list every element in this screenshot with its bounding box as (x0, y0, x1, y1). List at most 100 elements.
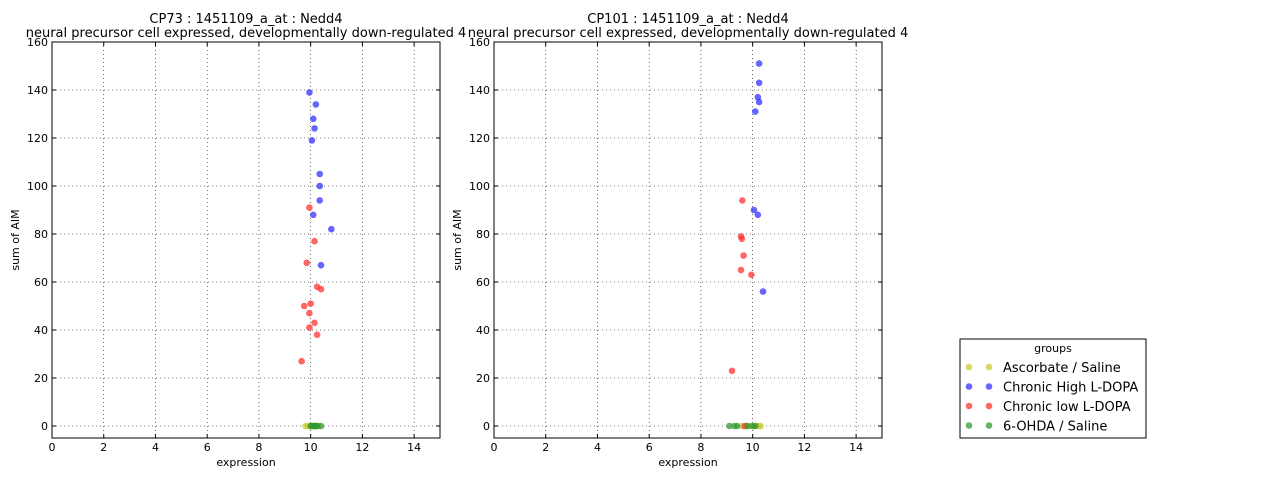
x-tick-label: 12 (355, 441, 369, 454)
y-tick-label: 60 (476, 276, 490, 289)
data-point (755, 60, 763, 67)
legend-marker (985, 383, 993, 390)
data-point (313, 331, 321, 339)
data-point (733, 422, 741, 430)
data-point (312, 101, 320, 108)
y-tick-label: 20 (34, 372, 48, 385)
y-tick-label: 80 (476, 228, 490, 241)
legend-label: Chronic low L-DOPA (1003, 400, 1131, 415)
data-point (303, 259, 311, 267)
chart-title-line2: neural precursor cell expressed, develop… (468, 26, 909, 41)
y-tick-label: 140 (27, 84, 48, 97)
grid-lines (493, 41, 882, 438)
data-point (728, 367, 736, 375)
grid-lines (51, 41, 440, 438)
data-point (317, 261, 325, 269)
x-tick-label: 12 (797, 441, 811, 454)
data-point (298, 357, 305, 365)
x-axis-label: expression (216, 456, 275, 469)
legend: groups Ascorbate / Saline Chronic High L-… (959, 338, 1147, 439)
x-tick-label: 4 (152, 441, 159, 454)
x-tick-label: 10 (746, 441, 760, 454)
y-axis-label: sum of AIM (9, 209, 22, 270)
data-point (306, 309, 313, 317)
chart-title-line1: CP101 : 1451109_a_at : Nedd4 (587, 12, 788, 27)
data-point (309, 211, 317, 219)
data-point (316, 170, 324, 178)
legend-marker (965, 402, 973, 410)
data-point (316, 197, 324, 204)
y-tick-label: 40 (34, 324, 48, 337)
plot-frame (51, 41, 441, 439)
y-tick-label: 100 (27, 180, 48, 193)
y-axis-label: sum of AIM (451, 209, 464, 270)
data-point (744, 422, 751, 430)
legend-label: Chronic High L-DOPA (1003, 381, 1138, 396)
x-tick-label: 0 (491, 441, 498, 454)
data-point (306, 204, 313, 211)
x-tick-label: 0 (49, 441, 56, 454)
data-point (740, 252, 747, 259)
x-tick-label: 14 (407, 441, 421, 454)
data-points (726, 60, 767, 430)
data-point (755, 98, 763, 106)
x-tick-label: 10 (304, 441, 318, 454)
data-point (726, 422, 733, 430)
x-tick-label: 6 (204, 441, 211, 454)
data-point (750, 206, 758, 214)
x-tick-label: 2 (100, 441, 107, 454)
data-point (757, 422, 764, 430)
legend-marker (985, 402, 993, 410)
data-point (311, 237, 318, 245)
data-point (306, 89, 313, 96)
data-point (751, 422, 759, 430)
y-tick-label: 140 (469, 84, 490, 97)
data-point (311, 125, 318, 132)
data-point (307, 300, 314, 307)
data-point (739, 197, 746, 204)
x-tick-label: 6 (646, 441, 653, 454)
chart-panel-cp73: CP73 : 1451109_a_at : Nedd4 neural precu… (9, 12, 466, 469)
x-tick-label: 8 (255, 441, 262, 454)
chart-title-line2: neural precursor cell expressed, develop… (26, 26, 467, 41)
y-tick-label: 120 (27, 132, 48, 145)
x-tick-label: 2 (542, 441, 549, 454)
legend-label: 6-OHDA / Saline (1003, 420, 1107, 435)
x-axis-label: expression (658, 456, 717, 469)
legend-marker (985, 363, 993, 371)
x-tick-label: 4 (594, 441, 601, 454)
legend-marker (985, 422, 993, 429)
chart-title-line1: CP73 : 1451109_a_at : Nedd4 (149, 12, 342, 27)
data-point (311, 319, 318, 327)
data-point (748, 271, 755, 279)
data-point (751, 108, 759, 115)
plot-frame (493, 41, 883, 439)
x-tick-label: 14 (849, 441, 863, 454)
data-point (308, 137, 316, 144)
data-point (317, 285, 325, 293)
data-points (298, 89, 335, 430)
legend-marker (965, 363, 973, 371)
legend-label: Ascorbate / Saline (1003, 361, 1121, 376)
y-tick-label: 0 (41, 420, 48, 433)
x-tick-label: 8 (697, 441, 704, 454)
data-point (754, 211, 762, 219)
y-tick-label: 20 (476, 372, 490, 385)
data-point (738, 235, 746, 243)
legend-items: Ascorbate / Saline Chronic High L-DOPA Chr… (965, 361, 1138, 435)
legend-marker (965, 422, 973, 429)
legend-marker (965, 383, 973, 390)
data-point (328, 225, 335, 233)
data-point (759, 288, 767, 295)
data-point (316, 182, 324, 190)
y-tick-label: 0 (483, 420, 490, 433)
y-tick-label: 40 (476, 324, 490, 337)
legend-title: groups (1034, 342, 1072, 355)
data-point (309, 115, 317, 123)
y-tick-label: 80 (34, 228, 48, 241)
data-point (737, 266, 745, 274)
data-point (317, 422, 325, 430)
